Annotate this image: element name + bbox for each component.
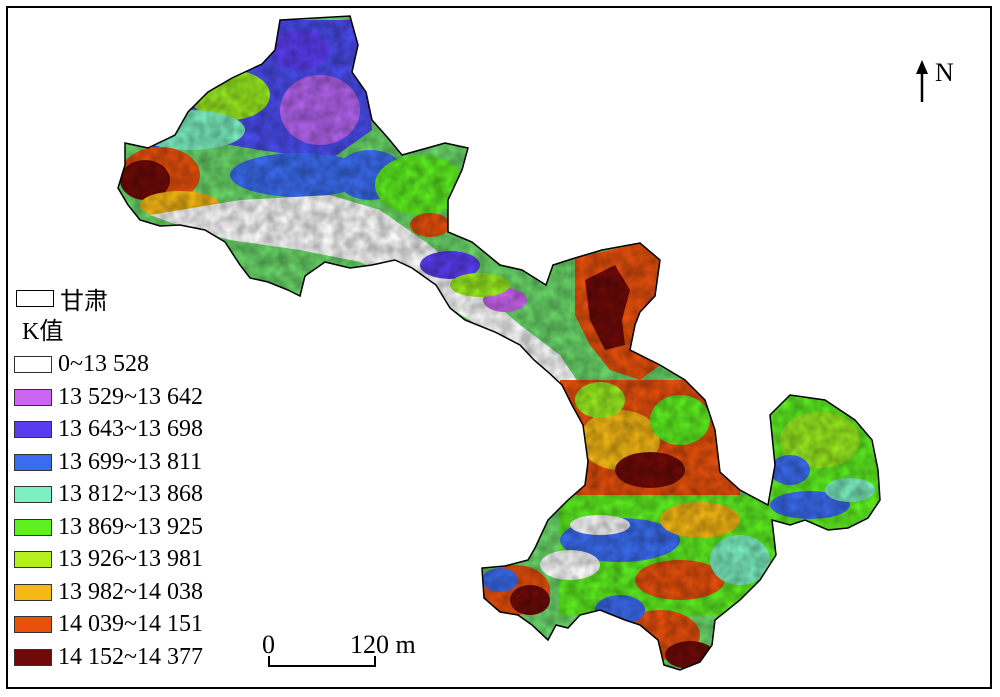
- k-value-raster: [118, 16, 880, 670]
- scale-distance-label: 120 m: [350, 630, 416, 659]
- legend-swatch: [14, 453, 52, 471]
- region-label: 甘肃: [60, 288, 108, 315]
- legend-item: 14 152~14 377: [14, 641, 203, 674]
- legend-label: 13 926~13 981: [58, 546, 203, 573]
- scale-line: [268, 665, 376, 667]
- legend-swatch: [14, 583, 52, 601]
- north-arrow-icon: [916, 60, 928, 102]
- legend-swatch: [14, 356, 52, 374]
- scale-bar: 0 120 m: [262, 630, 452, 680]
- legend-item: 0~13 528: [14, 349, 203, 382]
- legend-item: 13 699~13 811: [14, 446, 203, 479]
- legend-item: 13 529~13 642: [14, 381, 203, 414]
- map-legend: 甘肃 K值 0~13 528 13 529~13 642 13 643~13 698…: [14, 282, 203, 674]
- legend-title: K值: [22, 318, 64, 345]
- boundary-swatch: [16, 289, 54, 307]
- legend-label: 13 643~13 698: [58, 416, 203, 443]
- legend-swatch: [14, 388, 52, 406]
- legend-label: 0~13 528: [58, 351, 149, 378]
- legend-label: 13 699~13 811: [58, 448, 203, 475]
- legend-item: 13 643~13 698: [14, 414, 203, 447]
- legend-label: 14 039~14 151: [58, 611, 203, 638]
- legend-swatch: [14, 551, 52, 569]
- legend-item: 13 869~13 925: [14, 511, 203, 544]
- map-frame: [6, 6, 992, 689]
- legend-swatch: [14, 616, 52, 634]
- legend-swatch: [14, 421, 52, 439]
- legend-swatch: [14, 486, 52, 504]
- legend-item: 13 812~13 868: [14, 479, 203, 512]
- scale-tick-left: [268, 656, 270, 667]
- legend-item: 14 039~14 151: [14, 609, 203, 642]
- legend-item: 13 926~13 981: [14, 544, 203, 577]
- legend-swatch: [14, 648, 52, 666]
- legend-label: 13 529~13 642: [58, 383, 203, 410]
- north-label: N: [935, 58, 954, 87]
- legend-swatch: [14, 518, 52, 536]
- legend-item: 13 982~14 038: [14, 576, 203, 609]
- legend-label: 13 869~13 925: [58, 513, 203, 540]
- scale-tick-right: [374, 656, 376, 667]
- legend-label: 13 812~13 868: [58, 481, 203, 508]
- legend-label: 14 152~14 377: [58, 643, 203, 670]
- scale-zero-label: 0: [262, 630, 275, 659]
- legend-label: 13 982~14 038: [58, 578, 203, 605]
- legend-boundary-row: 甘肃: [14, 282, 203, 315]
